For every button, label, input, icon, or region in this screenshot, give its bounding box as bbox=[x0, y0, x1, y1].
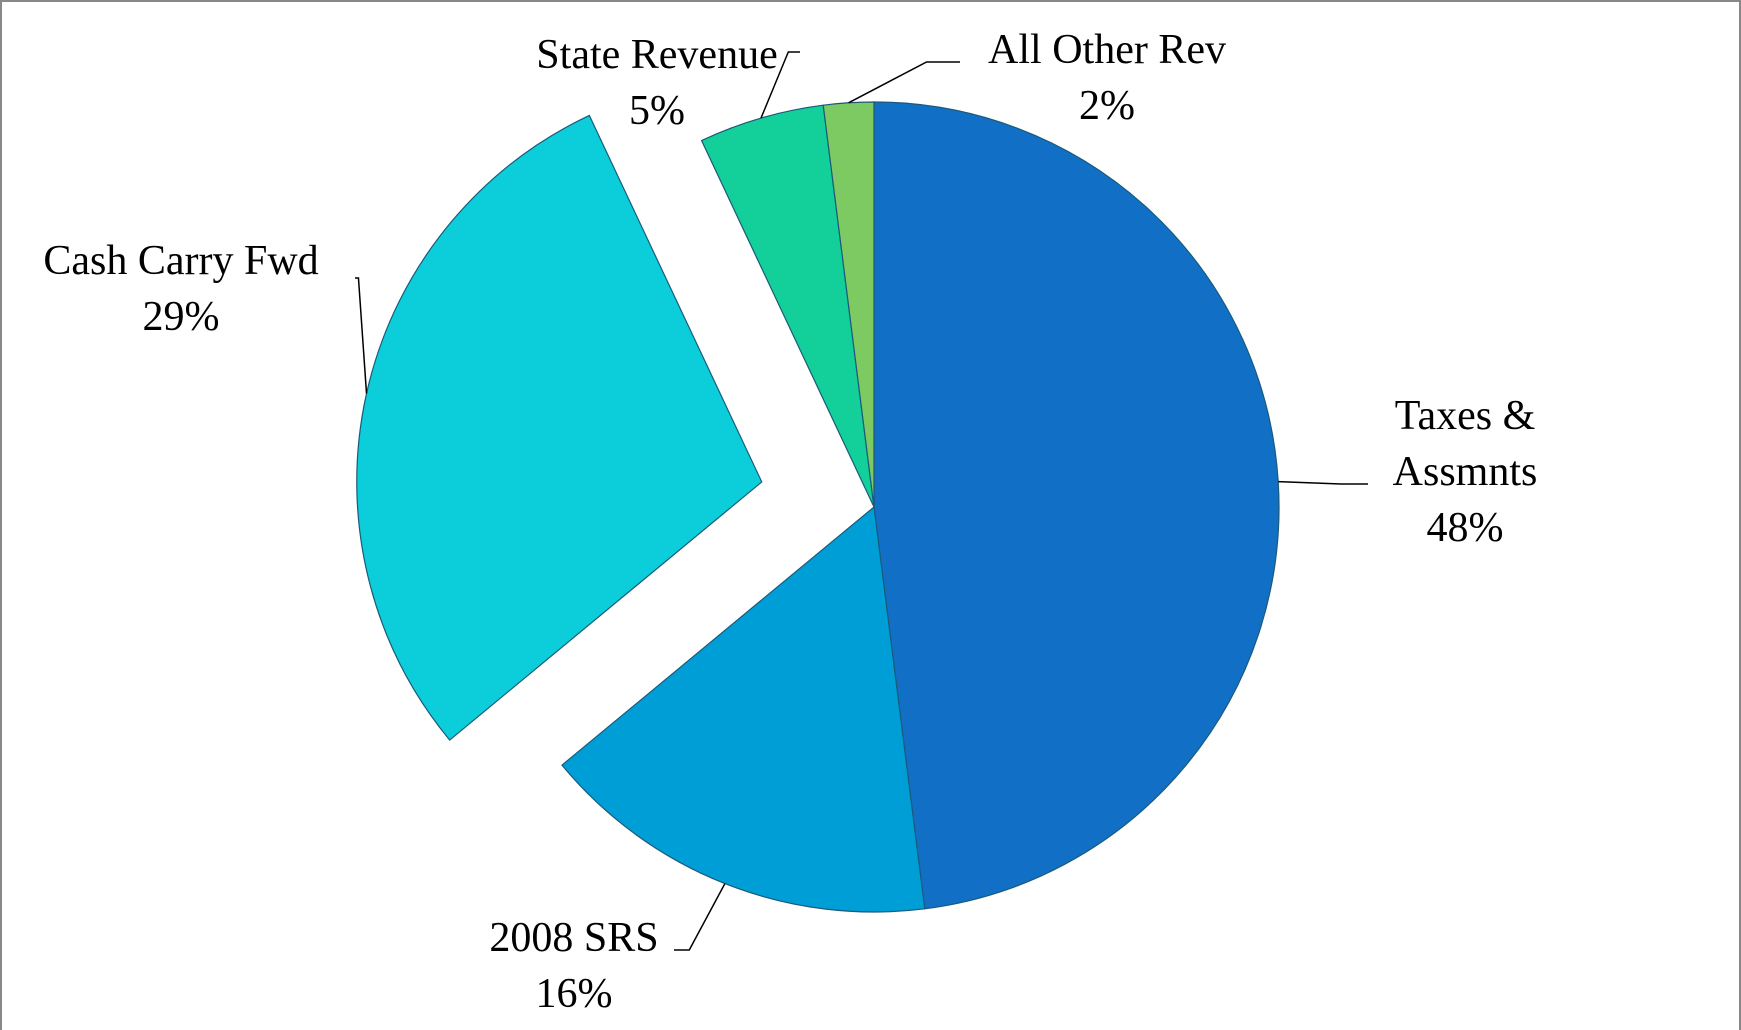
data-label: Taxes & Assmnts 48% bbox=[1376, 388, 1554, 556]
value-label: 2% bbox=[1078, 83, 1135, 129]
pie-slice bbox=[356, 114, 763, 741]
data-label: State Revenue 5% bbox=[536, 27, 777, 139]
leader-line bbox=[674, 883, 726, 951]
category-label: Cash Carry Fwd bbox=[43, 238, 319, 284]
value-label: 5% bbox=[628, 88, 685, 134]
data-label: Cash Carry Fwd 29% bbox=[43, 233, 318, 345]
pie-slice bbox=[561, 505, 926, 913]
value-label: 16% bbox=[535, 971, 613, 1017]
data-label: All Other Rev 2% bbox=[988, 22, 1226, 134]
leader-line bbox=[848, 61, 960, 104]
leader-line bbox=[355, 277, 368, 394]
pie-slice bbox=[822, 101, 875, 508]
value-label: 48% bbox=[1426, 505, 1504, 551]
leader-line bbox=[1278, 480, 1368, 485]
leader-line bbox=[760, 51, 800, 119]
category-label: Taxes & Assmnts bbox=[1392, 393, 1538, 495]
category-label: State Revenue bbox=[536, 32, 778, 78]
category-label: 2008 SRS bbox=[489, 915, 659, 961]
data-label: 2008 SRS 16% bbox=[489, 910, 658, 1022]
category-label: All Other Rev bbox=[988, 27, 1226, 73]
pie-slice bbox=[873, 101, 1280, 910]
value-label: 29% bbox=[142, 294, 220, 340]
